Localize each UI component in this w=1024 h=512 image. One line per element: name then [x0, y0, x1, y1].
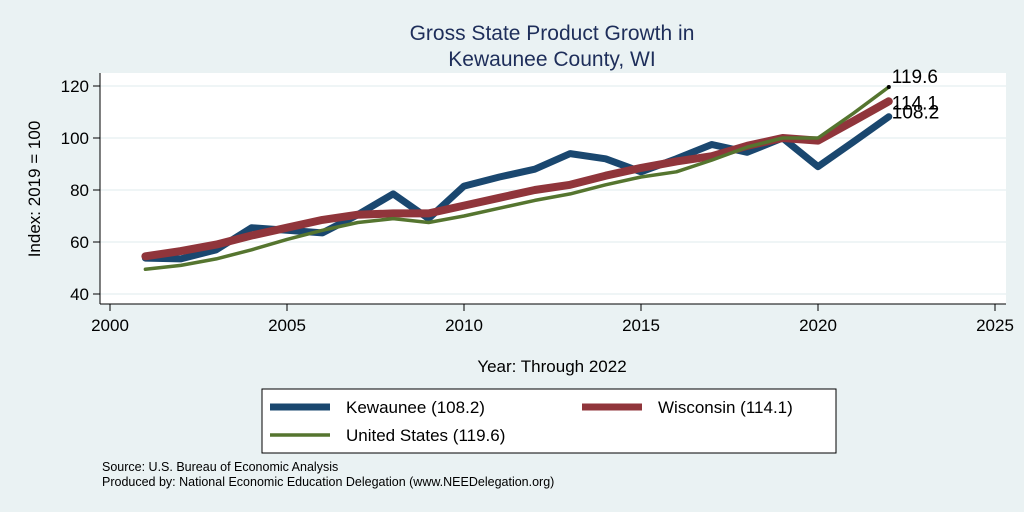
y-tick-label-40: 40 — [70, 285, 89, 304]
line-united-states — [143, 85, 891, 272]
y-tick-label-100: 100 — [61, 129, 89, 148]
y-tick-label-120: 120 — [61, 77, 89, 96]
title-line-2: Kewaunee County, WI — [448, 48, 655, 71]
x-tick-label-2000: 2000 — [91, 316, 129, 335]
axes: 40 60 80 100 120 2000 2005 2010 2015 2020 2025 — [61, 73, 1014, 335]
produced-by-note: Produced by: National Economic Education… — [102, 475, 554, 489]
legend-box — [261, 388, 837, 454]
marker-united-states-end — [886, 85, 891, 90]
end-label-kewaunee: 108.2 — [892, 103, 940, 124]
y-tick-label-80: 80 — [70, 181, 89, 200]
series-lines — [141, 85, 893, 272]
x-tick-label-2005: 2005 — [268, 316, 306, 335]
y-axis-title: Index: 2019 = 100 — [25, 121, 44, 258]
x-tick-label-2020: 2020 — [799, 316, 837, 335]
end-label-united-states: 119.6 — [892, 67, 938, 88]
x-tick-label-2025: 2025 — [976, 316, 1014, 335]
legend-label-united-states: United States (119.6) — [346, 426, 505, 445]
legend-label-kewaunee: Kewaunee (108.2) — [346, 398, 485, 417]
source-note: Source: U.S. Bureau of Economic Analysis — [102, 460, 338, 474]
x-tick-label-2015: 2015 — [622, 316, 660, 335]
x-axis-title: Year: Through 2022 — [477, 357, 626, 376]
y-tick-label-60: 60 — [70, 233, 89, 252]
chart-title: Gross State Product Growth in Kewaunee C… — [410, 22, 695, 71]
x-tick-label-2010: 2010 — [445, 316, 483, 335]
legend: Kewaunee (108.2) Wisconsin (114.1) United … — [261, 388, 837, 454]
legend-label-wisconsin: Wisconsin (114.1) — [658, 398, 793, 417]
title-line-1: Gross State Product Growth in — [410, 22, 695, 45]
end-label-wisconsin: 114.1 — [892, 93, 938, 114]
